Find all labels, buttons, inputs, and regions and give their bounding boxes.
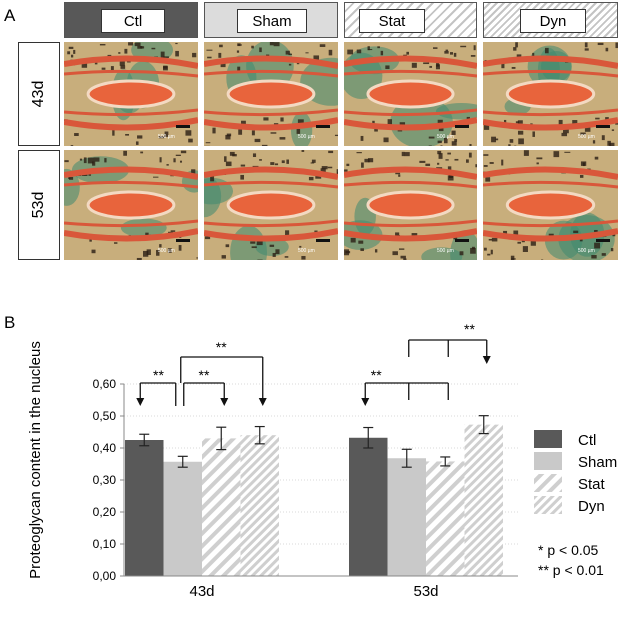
header-stat-label: Stat — [359, 9, 425, 33]
micrograph-53d-sham: 500 µm — [204, 150, 338, 260]
significance-label: ** — [371, 367, 382, 383]
bars — [125, 415, 503, 576]
legend-label-ctl: Ctl — [578, 432, 596, 449]
bar-sham-43d — [163, 461, 202, 576]
y-tick-label: 0,60 — [93, 377, 117, 391]
y-tick-label: 0,30 — [93, 473, 117, 487]
header-sham-label: Sham — [237, 9, 307, 33]
bar-stat-53d — [426, 461, 465, 576]
header-dyn-label: Dyn — [520, 9, 586, 33]
legend-swatch-stat — [534, 474, 562, 492]
legend-label-sham: Sham — [578, 454, 617, 471]
y-tick-label: 0,20 — [93, 505, 117, 519]
note-p001: ** p < 0.01 — [538, 562, 604, 578]
significance-label: ** — [216, 339, 227, 355]
bar-sham-53d — [387, 458, 426, 576]
y-tick-label: 0,10 — [93, 537, 117, 551]
bracket-arrowhead — [258, 398, 267, 406]
header-ctl: Ctl — [64, 2, 198, 38]
header-ctl-label: Ctl — [101, 9, 165, 33]
legend-label-stat: Stat — [578, 476, 606, 493]
significance-label: ** — [464, 321, 475, 337]
row-label-43d: 43d — [18, 42, 60, 146]
y-tick-label: 0,50 — [93, 409, 117, 423]
micrograph-53d-dyn: 500 µm — [483, 150, 618, 260]
bar-ctl-53d — [349, 437, 388, 576]
micrograph-43d-sham: 500 µm — [204, 42, 338, 146]
bar-stat-43d — [202, 438, 241, 576]
micrograph-43d-stat: 500 µm — [344, 42, 477, 146]
scale-bar-label: 500 µm — [158, 134, 175, 140]
scale-bar-label: 500 µm — [437, 248, 454, 254]
legend-swatch-dyn — [534, 496, 562, 514]
legend-label-dyn: Dyn — [578, 498, 605, 515]
scale-bar-label: 500 µm — [578, 134, 595, 140]
header-stat: Stat — [344, 2, 477, 38]
bracket-arrowhead — [482, 356, 491, 364]
significance-label: ** — [199, 367, 210, 383]
scale-bar-label: 500 µm — [298, 134, 315, 140]
micrograph-43d-dyn: 500 µm — [483, 42, 618, 146]
bar-ctl-43d — [125, 440, 164, 576]
x-tick-label: 53d — [413, 583, 438, 600]
note-p005: * p < 0.05 — [538, 542, 599, 558]
row-label-53d: 53d — [18, 150, 60, 260]
legend-swatch-ctl — [534, 430, 562, 448]
y-tick-label: 0,00 — [93, 569, 117, 583]
scale-bar-label: 500 µm — [158, 248, 175, 254]
header-dyn: Dyn — [483, 2, 618, 38]
panel-b-label: B — [4, 313, 16, 332]
significance-label: ** — [153, 367, 164, 383]
scale-bar-label: 500 µm — [298, 248, 315, 254]
y-tick-label: 0,40 — [93, 441, 117, 455]
scale-bar-label: 500 µm — [578, 248, 595, 254]
bar-dyn-43d — [240, 435, 279, 576]
x-tick-label: 43d — [189, 583, 214, 600]
bracket-arrowhead — [136, 398, 145, 406]
micrograph-53d-ctl: 500 µm — [64, 150, 198, 260]
micrograph-53d-stat: 500 µm — [344, 150, 477, 260]
bar-dyn-53d — [464, 424, 503, 576]
header-sham: Sham — [204, 2, 338, 38]
legend: Ctl Sham Stat Dyn — [534, 430, 617, 515]
bracket-arrowhead — [220, 398, 229, 406]
micrograph-43d-ctl: 500 µm — [64, 42, 198, 146]
y-axis-label: Proteoglycan content in the nucleus — [27, 341, 44, 579]
scale-bar-label: 500 µm — [437, 134, 454, 140]
axes: 0,00 0,10 0,20 0,30 0,40 0,50 0,60 43d 53d — [93, 377, 518, 600]
legend-swatch-sham — [534, 452, 562, 470]
significance-brackets: ** ** ** ** ** — [136, 321, 491, 406]
panel-a-label: A — [4, 6, 16, 25]
bracket-arrowhead — [361, 398, 370, 406]
